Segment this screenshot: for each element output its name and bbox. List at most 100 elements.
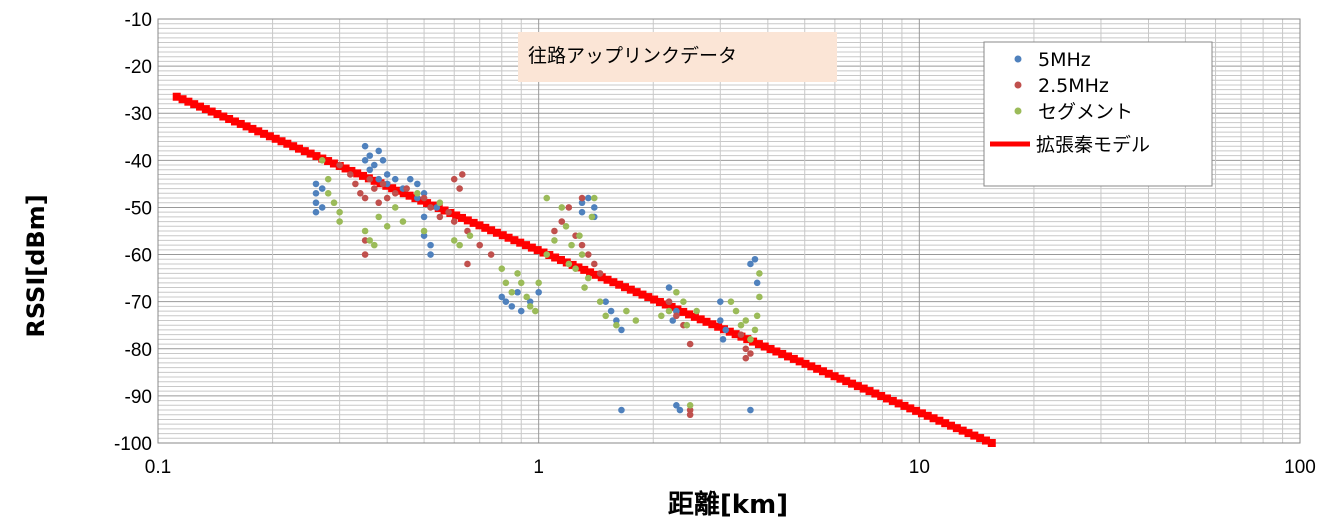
y-tick-label: -50 [125,198,152,219]
data-point [391,175,399,183]
data-point [565,260,573,268]
data-point [558,204,566,211]
model-marker [882,394,891,403]
data-point [375,147,383,155]
data-point [361,157,369,164]
model-marker [888,396,897,405]
data-point [456,241,463,249]
data-point [414,180,421,188]
model-marker [597,273,606,282]
data-point [433,204,441,211]
data-point [665,307,673,315]
data-point [312,180,320,188]
data-point [508,303,516,310]
model-marker [754,340,763,349]
model-marker [836,374,845,383]
data-point [722,326,730,334]
model-marker [551,253,560,262]
data-point [543,194,551,202]
model-marker [347,166,356,175]
data-point [312,208,320,216]
data-point [370,241,378,249]
model-marker [184,97,193,106]
model-marker [807,362,816,371]
model-marker [498,231,507,240]
data-point [324,175,332,183]
model-marker [230,117,239,126]
model-marker [603,275,612,284]
data-point [683,321,691,329]
data-point [450,175,458,183]
model-marker [929,414,938,423]
model-marker [196,102,205,111]
data-point [584,194,592,202]
data-point [551,237,558,244]
data-point [737,321,745,329]
data-point [747,260,754,268]
data-point [716,317,724,324]
data-point [361,142,369,150]
data-point [558,218,566,225]
model-marker [190,100,199,109]
data-point [502,298,510,305]
model-marker [778,349,787,358]
model-marker [917,409,926,418]
model-marker [458,213,467,222]
data-point [361,237,369,244]
model-marker [399,189,408,198]
model-marker [824,369,833,378]
data-point [613,317,620,324]
x-tick-label: 10 [909,457,930,478]
data-point [450,237,458,244]
model-marker [766,345,775,354]
legend: 5MHz 2.5MHz セグメント 拡張秦モデル [983,41,1213,187]
model-marker [987,439,996,447]
data-point [370,185,378,192]
model-marker [306,149,315,158]
model-marker [370,176,379,185]
model-marker [621,283,630,292]
model-marker [609,278,618,287]
model-marker [650,295,659,304]
data-point [427,251,434,258]
model-marker [976,434,985,443]
data-point [414,190,421,197]
data-point [588,213,596,221]
model-marker [580,265,589,274]
data-point [532,307,539,315]
data-point [361,251,369,258]
model-marker [591,270,600,279]
data-point [676,406,684,414]
data-point [607,307,615,315]
data-point [514,288,521,296]
data-point [756,270,763,277]
model-marker [795,357,804,366]
data-point [565,204,573,211]
data-point [514,270,521,277]
data-point [336,161,343,169]
data-point [742,345,750,353]
model-marker [696,315,705,324]
data-point [526,298,534,305]
data-point [318,204,326,211]
model-marker [644,293,653,302]
model-marker [981,436,990,445]
model-marker [859,384,868,393]
data-point [379,180,387,188]
data-point [623,307,630,315]
model-marker [848,379,857,388]
model-marker [539,248,548,257]
data-point [517,307,525,315]
model-marker [527,243,536,252]
model-marker [265,132,274,141]
data-point [658,312,665,320]
model-marker [626,285,635,294]
model-marker [661,300,670,309]
data-point [523,293,530,301]
model-marker [242,122,251,131]
data-point [535,279,542,287]
data-point [466,232,474,240]
model-marker [871,389,880,398]
plot-area [157,18,1301,444]
data-point [375,199,383,207]
